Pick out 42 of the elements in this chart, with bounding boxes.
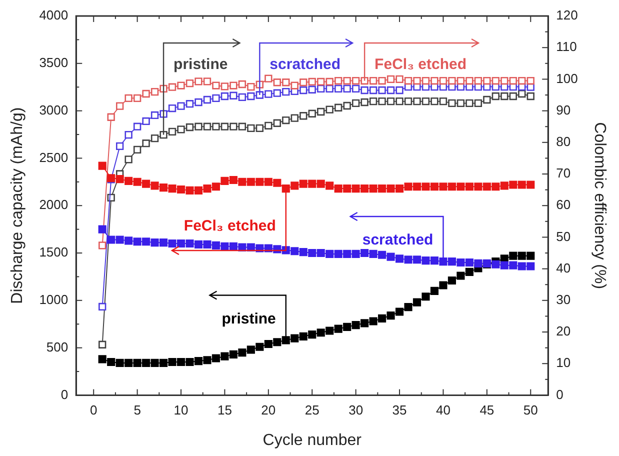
annotation: pristine [174,56,228,74]
x-tick-label: 35 [392,402,407,418]
annotation: FeCl₃ etched [374,56,467,74]
annotation: FeCl₃ etched [184,218,276,235]
y-tick-label: 4000 [39,8,68,23]
x-tick-label: 15 [217,402,232,418]
x-axis-title: Cycle number [262,432,362,449]
y-tick-label: 1500 [39,244,68,260]
y-tick-label: 3500 [39,54,68,70]
y-axis-title: Discharge capacity (mAh/g) [9,107,26,304]
y-tick-label: 500 [46,339,68,354]
y2-tick-label: 0 [556,386,564,402]
y-tick-label: 2500 [39,150,68,165]
y2-tick-label: 50 [556,228,571,244]
x-tick-label: 10 [174,402,188,418]
y2-tick-label: 120 [556,8,578,23]
x-tick-label: 0 [90,402,98,418]
annotation: scratched [270,56,341,74]
y-tick-label: 3000 [39,102,68,118]
y2-tick-label: 70 [556,166,571,181]
y2-tick-label: 60 [556,197,571,212]
y2-tick-label: 80 [556,134,571,149]
y2-axis-title: Colombic efficiency (%) [590,122,608,290]
x-tick-label: 40 [436,402,450,418]
x-tick-label: 5 [134,402,141,418]
y-tick-label: 2000 [39,197,68,212]
y2-tick-label: 110 [556,39,577,54]
x-tick-label: 20 [261,402,276,418]
y2-tick-label: 10 [556,355,571,370]
y2-tick-label: 40 [556,260,571,276]
annotation: scratched [362,232,434,249]
y2-tick-label: 100 [556,70,578,86]
y2-tick-label: 30 [556,292,571,307]
y-tick-label: 1000 [39,292,68,307]
annotation: pristine [222,310,276,328]
x-tick-label: 45 [480,402,494,418]
y2-tick-label: 20 [556,324,571,339]
x-tick-label: 30 [348,402,364,418]
y-tick-label: 0 [60,386,68,402]
x-tick-label: 25 [304,402,320,418]
y2-tick-label: 90 [556,102,571,118]
x-tick-label: 50 [523,402,538,418]
